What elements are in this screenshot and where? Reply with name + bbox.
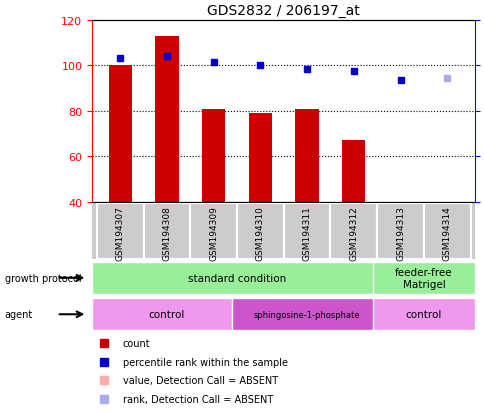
Text: growth protocol: growth protocol xyxy=(5,273,81,283)
Text: GSM194314: GSM194314 xyxy=(442,205,451,260)
Bar xyxy=(435,202,458,289)
Bar xyxy=(372,299,474,330)
Text: GSM194307: GSM194307 xyxy=(116,205,124,260)
Text: sphingosine-1-phosphate: sphingosine-1-phosphate xyxy=(253,310,360,319)
Bar xyxy=(97,204,143,259)
Text: agent: agent xyxy=(5,309,33,320)
Bar xyxy=(92,262,377,294)
Bar xyxy=(143,204,190,259)
Text: GSM194309: GSM194309 xyxy=(209,205,218,260)
Bar xyxy=(372,262,474,294)
Bar xyxy=(92,299,237,330)
Text: control: control xyxy=(149,309,185,320)
Bar xyxy=(423,204,469,259)
Text: value, Detection Call = ABSENT: value, Detection Call = ABSENT xyxy=(122,375,277,385)
Text: rank, Detection Call = ABSENT: rank, Detection Call = ABSENT xyxy=(122,394,272,404)
Text: GSM194311: GSM194311 xyxy=(302,205,311,260)
Bar xyxy=(295,109,318,202)
Bar xyxy=(377,204,423,259)
Text: GSM194310: GSM194310 xyxy=(256,205,264,260)
Text: control: control xyxy=(405,309,441,320)
Bar xyxy=(330,204,377,259)
Bar xyxy=(201,109,225,202)
Text: GSM194308: GSM194308 xyxy=(162,205,171,260)
Text: percentile rank within the sample: percentile rank within the sample xyxy=(122,357,287,367)
Bar xyxy=(283,204,330,259)
Bar xyxy=(341,141,365,202)
Text: standard condition: standard condition xyxy=(187,273,286,283)
Bar xyxy=(237,204,283,259)
Bar xyxy=(108,66,132,202)
Title: GDS2832 / 206197_at: GDS2832 / 206197_at xyxy=(207,4,359,18)
Bar xyxy=(388,202,411,291)
Text: count: count xyxy=(122,338,150,348)
Text: GSM194313: GSM194313 xyxy=(395,205,404,260)
Text: GSM194312: GSM194312 xyxy=(348,205,358,260)
Text: feeder-free
Matrigel: feeder-free Matrigel xyxy=(394,267,452,289)
Bar xyxy=(155,36,178,202)
Bar xyxy=(190,204,237,259)
Bar xyxy=(232,299,377,330)
Bar xyxy=(248,114,272,202)
